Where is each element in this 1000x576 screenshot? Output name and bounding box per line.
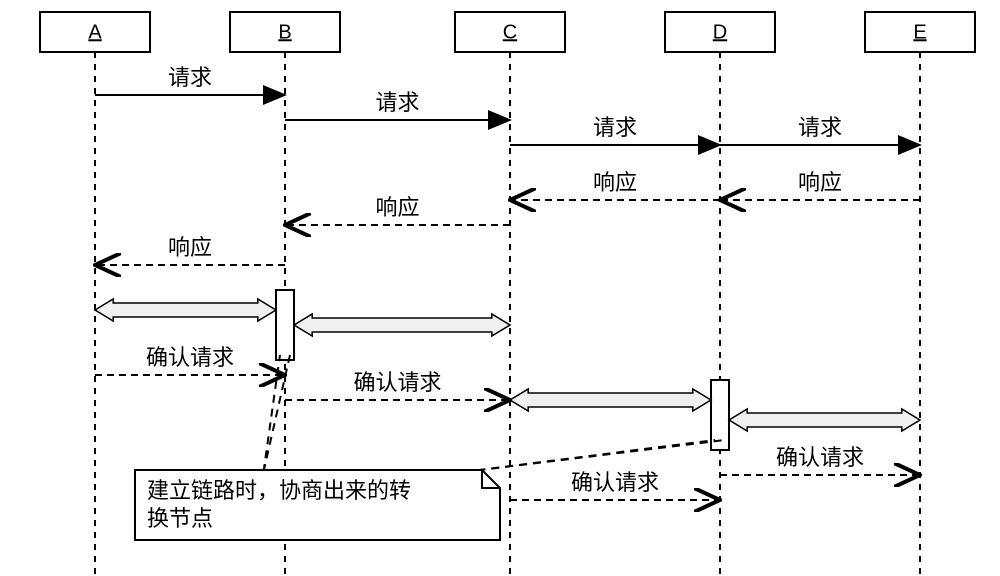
message-label-11: 确认请求: [776, 445, 864, 470]
message-label-6: 响应: [375, 195, 419, 220]
activation-b: [276, 290, 294, 360]
participant-label-c: C: [503, 21, 517, 43]
double-arrow-2: [510, 389, 711, 411]
message-label-7: 响应: [168, 235, 212, 260]
participant-label-d: D: [713, 21, 727, 43]
participant-label-b: B: [278, 21, 291, 43]
message-label-10: 确认请求: [571, 470, 659, 495]
sequence-diagram: ABCDE请求请求请求请求响应响应响应响应确认请求确认请求确认请求确认请求建立链…: [0, 0, 1000, 576]
message-label-4: 响应: [593, 170, 637, 195]
message-label-0: 请求: [168, 65, 212, 90]
message-label-9: 确认请求: [353, 370, 441, 395]
double-arrow-3: [729, 409, 920, 431]
participant-label-e: E: [913, 21, 926, 43]
message-label-1: 请求: [375, 90, 419, 115]
double-arrow-1: [294, 314, 510, 336]
note-connector-3: [464, 440, 726, 472]
message-label-5: 响应: [798, 170, 842, 195]
participant-label-a: A: [88, 21, 102, 43]
double-arrow-0: [95, 299, 276, 321]
message-label-2: 请求: [593, 115, 637, 140]
message-label-8: 确认请求: [146, 345, 234, 370]
note-line-0: 建立链路时，协商出来的转: [147, 478, 411, 503]
message-label-3: 请求: [798, 115, 842, 140]
note-line-1: 换节点: [147, 506, 213, 531]
